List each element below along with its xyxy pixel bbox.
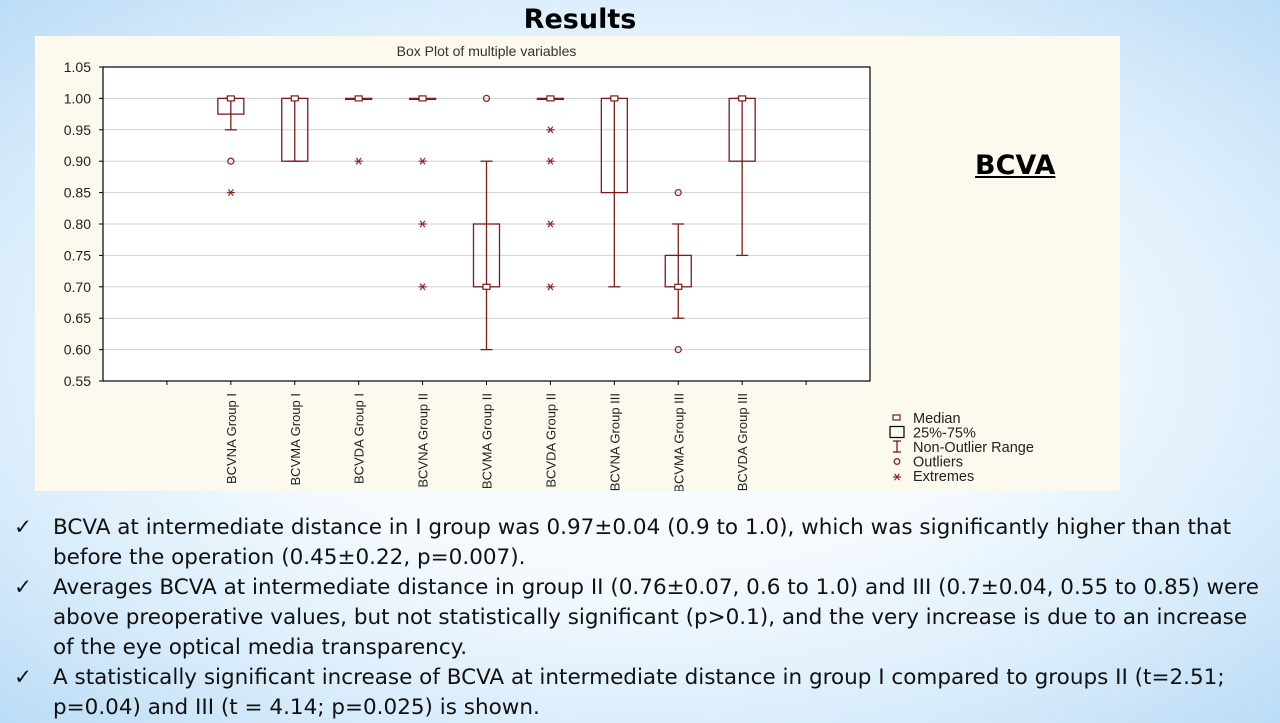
y-tick-label: 0.65 [64,310,91,326]
y-tick-label: 0.90 [64,153,91,169]
extreme-stroke [547,283,554,291]
y-tick-label: 0.95 [64,122,91,138]
box-6 [536,95,565,102]
median-marker [354,95,363,102]
bullet-text: BCVA at intermediate distance in I group… [53,515,1232,570]
extreme-stroke [419,220,426,228]
chart-title: Box Plot of multiple variables [397,43,577,59]
box-8 [664,223,692,319]
x-category-label: BCVDA Group III [735,393,750,491]
extreme-stroke [227,189,234,197]
legend-label: Outliers [913,455,963,471]
side-label: BCVA [975,150,1056,181]
x-category-label: BCVDA Group I [352,393,367,484]
outlier-point [227,157,235,165]
median-marker [482,283,491,290]
legend-extreme-icon [893,473,901,481]
extreme-point [418,157,427,165]
extreme-stroke [355,157,362,165]
y-tick-label: 0.75 [64,247,91,263]
extreme-stroke [547,126,554,134]
median-marker [674,283,683,290]
y-tick-label: 1.00 [64,90,91,106]
extreme-point [546,157,555,165]
bullet-list: ✓ BCVA at intermediate distance in I gro… [12,513,1272,723]
extreme-stroke [547,157,554,165]
median-marker [546,95,555,102]
y-tick-label: 0.80 [64,216,91,232]
legend-label: Extremes [913,469,974,485]
x-category-label: BCVMA Group II [480,393,495,489]
bullet-item: ✓ BCVA at intermediate distance in I gro… [12,513,1272,573]
x-category-label: BCVMA Group III [671,393,686,491]
x-category-label: BCVDA Group II [543,393,558,488]
outlier-point [482,94,491,103]
median-marker [418,95,427,102]
bullet-item: ✓ A statistically significant increase o… [12,663,1272,723]
legend-box-icon [889,425,905,439]
box-4 [408,95,437,102]
chart-panel: Box Plot of multiple variables 1.05 1.00 0.… [35,36,1120,491]
x-category-label: BCVNA Group II [416,393,431,488]
y-tick-label: 0.60 [64,342,91,358]
bullet-text: A statistically significant increase of … [53,665,1225,720]
box-2 [281,95,309,162]
outlier-point [674,345,682,354]
extreme-point [418,283,427,291]
legend-outlier-icon [893,458,901,465]
median-marker [738,95,747,102]
bullet-text: Averages BCVA at intermediate distance i… [53,575,1259,660]
extreme-point [546,220,555,228]
y-tick-label: 0.55 [64,373,91,389]
bullet-item: ✓ Averages BCVA at intermediate distance… [12,573,1272,663]
extreme-stroke [547,220,554,228]
x-category-label: BCVNA Group III [607,393,622,491]
y-tick-label: 0.85 [64,185,91,201]
median-marker [290,95,299,102]
check-icon: ✓ [14,575,33,600]
outlier-point [674,188,682,197]
median-marker [610,95,619,102]
check-icon: ✓ [14,515,33,540]
legend-median-icon [892,414,901,421]
legend-label: Non-Outlier Range [913,440,1034,456]
slide-title: Results [523,4,637,35]
x-category-label: BCVNA Group I [224,393,239,484]
box-1 [217,95,245,131]
box-9 [728,95,756,257]
x-category-label: BCVMA Group I [288,393,303,485]
y-tick-label: 0.70 [64,279,91,295]
extreme-point [226,189,235,197]
extreme-point [418,220,427,228]
extreme-point [354,157,363,165]
box-5 [472,160,501,351]
box-7 [600,95,628,288]
extreme-stroke [419,157,426,165]
extreme-stroke [419,283,426,291]
extreme-point [546,126,555,134]
extreme-point [546,283,555,291]
legend-label: 25%-75% [913,426,976,442]
legend-label: Median [913,411,961,427]
box-3 [345,95,373,102]
median-marker [226,95,235,102]
extreme-stroke [894,473,900,481]
box-plot-chart: Box Plot of multiple variables 1.05 1.00 0.… [64,43,1034,491]
check-icon: ✓ [14,665,33,690]
y-tick-label: 1.05 [64,59,91,75]
